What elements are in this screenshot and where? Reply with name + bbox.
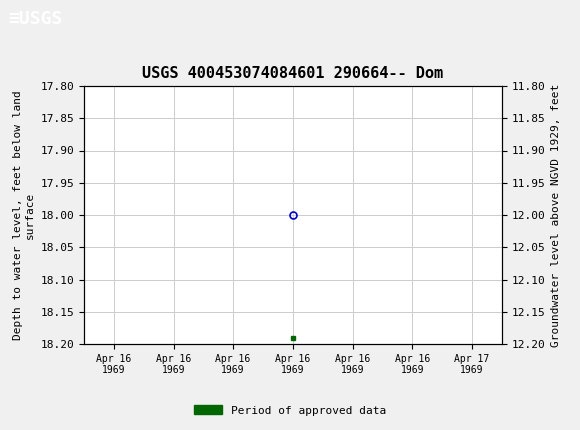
Text: ≡USGS: ≡USGS xyxy=(9,10,63,28)
Legend: Period of approved data: Period of approved data xyxy=(190,401,390,420)
Y-axis label: Depth to water level, feet below land
surface: Depth to water level, feet below land su… xyxy=(13,90,35,340)
Y-axis label: Groundwater level above NGVD 1929, feet: Groundwater level above NGVD 1929, feet xyxy=(551,83,561,347)
Title: USGS 400453074084601 290664-- Dom: USGS 400453074084601 290664-- Dom xyxy=(142,66,444,81)
